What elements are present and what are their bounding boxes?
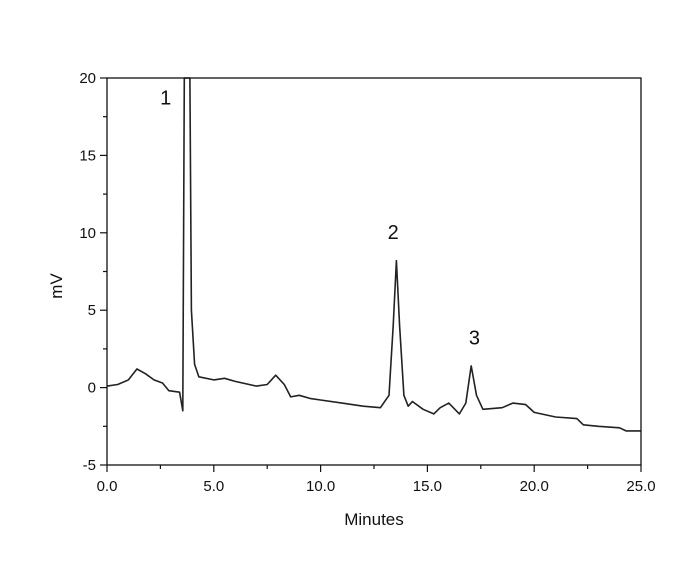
y-tick-label: -5 — [83, 457, 96, 474]
x-tick-label: 0.0 — [97, 478, 118, 495]
y-tick-label: 10 — [79, 225, 96, 242]
peak-label-1: 1 — [160, 87, 171, 109]
y-tick-label: 5 — [88, 302, 96, 319]
y-tick-label: 20 — [79, 70, 96, 87]
x-axis-label: Minutes — [344, 510, 404, 529]
peak-label-3: 3 — [469, 327, 480, 349]
x-tick-label: 5.0 — [203, 478, 224, 495]
x-tick-label: 25.0 — [626, 478, 655, 495]
x-tick-label: 20.0 — [520, 478, 549, 495]
y-axis-label: mV — [47, 273, 66, 299]
signal-trace — [106, 77, 641, 432]
y-tick-label: 15 — [79, 147, 96, 164]
x-tick-label: 10.0 — [306, 478, 335, 495]
plot-frame — [106, 77, 642, 466]
x-tick-label: 15.0 — [413, 478, 442, 495]
y-tick-label: 0 — [88, 380, 96, 397]
peak-label-2: 2 — [388, 222, 399, 244]
